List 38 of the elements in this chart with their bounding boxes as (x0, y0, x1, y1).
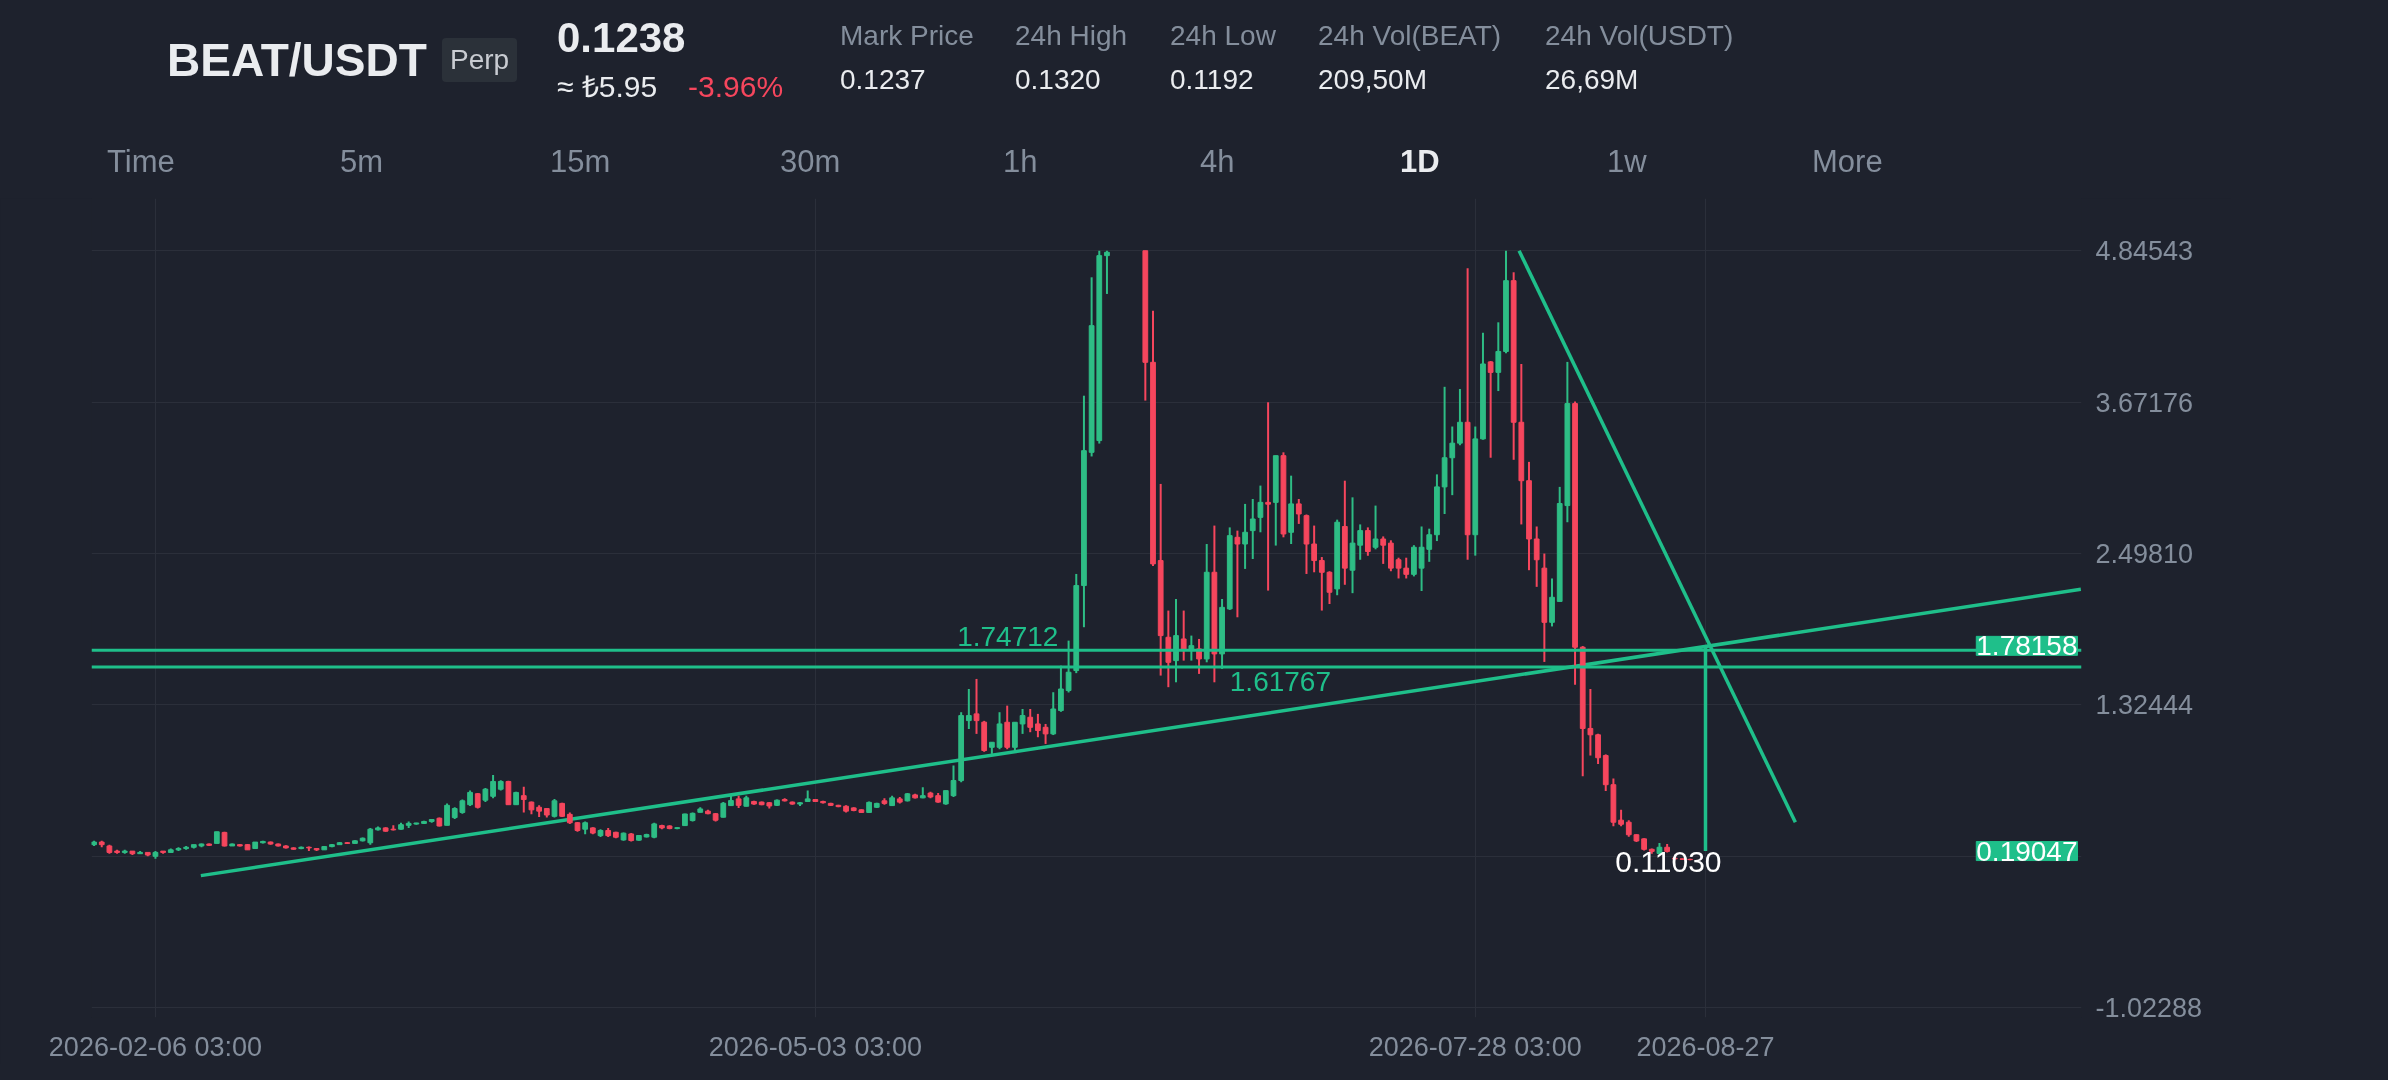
x-tick-label: 2026-08-27 (1636, 1031, 1775, 1062)
annotation: 0.19047 (1976, 835, 2078, 867)
text: ≈ ₺5.95 (557, 69, 658, 105)
text: 1D (1400, 143, 1440, 181)
ref-line-label: 1.61767 (1229, 665, 1331, 697)
text: 0.1238 (557, 13, 686, 63)
text: More (1812, 143, 1883, 181)
annotation: 0.11030 (1615, 844, 1722, 878)
text: 24h High (1015, 19, 1128, 53)
text: -3.96% (688, 69, 784, 105)
text: Mark Price (840, 19, 974, 53)
text: 30m (780, 143, 841, 181)
y-tick-label: 1.32444 (2095, 690, 2194, 721)
x-tick-label: 2026-02-06 03:00 (48, 1031, 263, 1062)
text: Time (107, 143, 175, 181)
text: 4h (1200, 143, 1235, 181)
text: 209,50M (1318, 63, 1427, 97)
y-tick-label: 2.49810 (2095, 538, 2194, 569)
text: 15m (550, 143, 611, 181)
annotation: 1.78158 (1976, 630, 2078, 662)
ref-line-label: 1.74712 (957, 621, 1059, 653)
text: 24h Vol(BEAT) (1318, 19, 1502, 53)
text: 5m (340, 143, 384, 181)
chart-title: BEAT/USDT (167, 33, 427, 88)
text: 1w (1607, 143, 1647, 181)
y-tick-label: 4.84543 (2095, 236, 2194, 267)
text: 0.1192 (1170, 63, 1254, 97)
x-tick-label: 2026-07-28 03:00 (1368, 1031, 1582, 1062)
chart-subtitle: Perp (442, 38, 518, 82)
text: 24h Low (1170, 19, 1276, 53)
text: 24h Vol(USDT) (1545, 19, 1734, 53)
text: 1h (1003, 143, 1038, 181)
x-tick-label: 2026-05-03 03:00 (708, 1031, 922, 1062)
y-tick-label: 3.67176 (2095, 387, 2194, 418)
text: 0.1237 (840, 63, 926, 97)
y-tick-label: -1.02288 (2095, 993, 2203, 1024)
text: 26,69M (1545, 63, 1639, 97)
text: 0.1320 (1015, 63, 1101, 97)
